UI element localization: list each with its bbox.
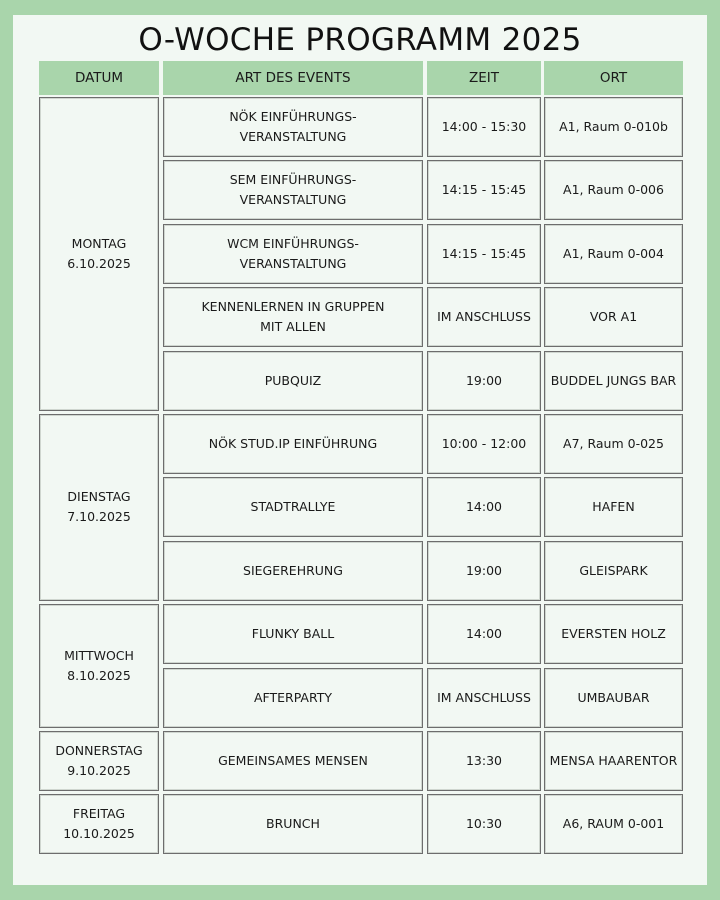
date-cell-text: DONNERSTAG 9.10.2025 [55, 743, 143, 778]
event-cell: AFTERPARTY [163, 667, 423, 728]
time-cell: IM ANSCHLUSS [427, 287, 541, 348]
header-zeit: ZEIT [427, 61, 541, 95]
event-cell-text: AFTERPARTY [253, 689, 333, 705]
time-cell-text: 14:00 [465, 499, 503, 515]
time-cell: 10:00 - 12:00 [427, 414, 541, 474]
time-cell: 19:00 [427, 350, 541, 411]
place-cell: EVERSTEN HOLZ [544, 604, 683, 665]
header-zeit-text: ZEIT [468, 70, 499, 86]
place-cell-text: BUDDEL JUNGS BAR [550, 372, 677, 388]
place-cell-text: MENSA HAARENTOR [549, 753, 678, 768]
place-cell: GLEISPARK [544, 540, 683, 601]
event-cell: FLUNKY BALL [163, 604, 423, 665]
date-cell-text: DIENSTAG 7.10.2025 [67, 489, 131, 525]
time-cell-text: IM ANSCHLUSS [437, 309, 531, 325]
place-cell-text: VOR A1 [589, 309, 638, 325]
place-cell-text: A6, RAUM 0-001 [562, 816, 665, 832]
place-cell-text: HAFEN [592, 499, 635, 515]
event-cell-text: BRUNCH [266, 816, 320, 832]
place-cell: A1, Raum 0-010b [544, 97, 683, 157]
time-cell: 14:15 - 15:45 [427, 160, 541, 221]
event-cell: SIEGEREHRUNG [163, 540, 423, 601]
event-cell: PUBQUIZ [163, 350, 423, 411]
time-cell: 13:30 [427, 731, 541, 791]
event-cell-text: FLUNKY BALL [251, 626, 335, 642]
place-cell: UMBAUBAR [544, 667, 683, 728]
date-cell: DIENSTAG 7.10.2025 [39, 414, 159, 601]
event-cell-text: WCM EINFÜHRUNGS- VERANSTALTUNG [227, 235, 359, 271]
place-cell: VOR A1 [544, 287, 683, 348]
header-ort-text: ORT [599, 70, 628, 86]
place-cell: MENSA HAARENTOR [544, 731, 683, 791]
date-cell-text: MITTWOCH 8.10.2025 [64, 647, 134, 683]
time-cell-text: 19:00 [465, 562, 503, 578]
time-cell-text: IM ANSCHLUSS [437, 689, 531, 705]
place-cell-text: EVERSTEN HOLZ [561, 626, 666, 642]
event-cell-text: PUBQUIZ [264, 372, 322, 388]
date-cell: FREITAG 10.10.2025 [39, 794, 159, 855]
place-cell-text: A1, Raum 0-006 [563, 182, 664, 198]
event-cell: STADTRALLYE [163, 477, 423, 538]
event-cell-text: GEMEINSAMES MENSEN [218, 753, 368, 768]
header-datum-text: DATUM [74, 70, 124, 86]
date-cell: MITTWOCH 8.10.2025 [39, 604, 159, 728]
time-cell: 14:00 [427, 604, 541, 665]
event-cell-text: NÖK STUD.IP EINFÜHRUNG [208, 436, 378, 451]
event-cell-text: KENNENLERNEN IN GRUPPEN MIT ALLEN [201, 299, 385, 335]
event-cell: WCM EINFÜHRUNGS- VERANSTALTUNG [163, 223, 423, 284]
place-cell-text: A7, Raum 0-025 [563, 436, 664, 451]
event-cell: SEM EINFÜHRUNGS- VERANSTALTUNG [163, 160, 423, 221]
time-cell: 19:00 [427, 540, 541, 601]
event-cell-text: SEM EINFÜHRUNGS- VERANSTALTUNG [229, 172, 357, 208]
event-cell: KENNENLERNEN IN GRUPPEN MIT ALLEN [163, 287, 423, 348]
page-title: O-WOCHE PROGRAMM 2025 [138, 22, 582, 58]
date-cell: MONTAG 6.10.2025 [39, 97, 159, 411]
header-event-text: ART DES EVENTS [235, 70, 351, 86]
time-cell-text: 13:30 [465, 753, 503, 768]
time-cell-text: 14:15 - 15:45 [441, 182, 527, 198]
event-cell: BRUNCH [163, 794, 423, 855]
time-cell-text: 10:30 [465, 816, 503, 832]
time-cell-text: 19:00 [465, 372, 503, 388]
event-cell: NÖK EINFÜHRUNGS- VERANSTALTUNG [163, 97, 423, 157]
place-cell-text: UMBAUBAR [577, 689, 650, 705]
date-cell-text: FREITAG 10.10.2025 [63, 806, 135, 842]
event-cell: GEMEINSAMES MENSEN [163, 731, 423, 791]
place-cell: A6, RAUM 0-001 [544, 794, 683, 855]
event-cell-text: SIEGEREHRUNG [243, 562, 343, 578]
time-cell-text: 10:00 - 12:00 [441, 436, 527, 451]
time-cell: IM ANSCHLUSS [427, 667, 541, 728]
time-cell-text: 14:00 - 15:30 [441, 119, 527, 134]
place-cell-text: A1, Raum 0-010b [559, 119, 668, 134]
event-cell-text: NÖK EINFÜHRUNGS- VERANSTALTUNG [229, 109, 357, 144]
time-cell: 14:00 - 15:30 [427, 97, 541, 157]
place-cell: A7, Raum 0-025 [544, 414, 683, 474]
date-cell-text: MONTAG 6.10.2025 [67, 235, 131, 271]
place-cell: A1, Raum 0-004 [544, 223, 683, 284]
place-cell-text: GLEISPARK [579, 562, 648, 578]
time-cell-text: 14:15 - 15:45 [441, 245, 527, 261]
time-cell: 14:00 [427, 477, 541, 538]
header-datum: DATUM [39, 61, 159, 95]
time-cell: 14:15 - 15:45 [427, 223, 541, 284]
place-cell: BUDDEL JUNGS BAR [544, 350, 683, 411]
event-cell: NÖK STUD.IP EINFÜHRUNG [163, 414, 423, 474]
place-cell: HAFEN [544, 477, 683, 538]
time-cell: 10:30 [427, 794, 541, 855]
date-cell: DONNERSTAG 9.10.2025 [39, 731, 159, 791]
header-event: ART DES EVENTS [163, 61, 423, 95]
event-cell-text: STADTRALLYE [250, 499, 336, 515]
header-ort: ORT [544, 61, 683, 95]
place-cell: A1, Raum 0-006 [544, 160, 683, 221]
place-cell-text: A1, Raum 0-004 [563, 245, 664, 261]
time-cell-text: 14:00 [465, 626, 503, 642]
